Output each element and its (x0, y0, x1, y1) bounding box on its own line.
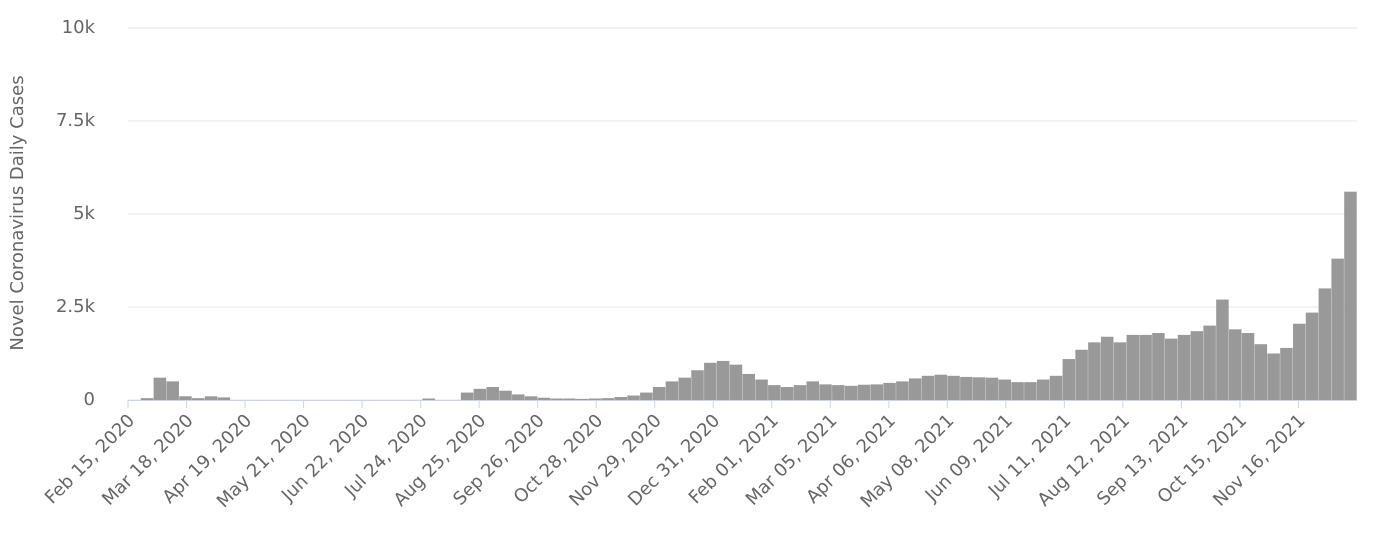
bar (1164, 338, 1178, 400)
bar (678, 377, 691, 400)
bar (1305, 312, 1319, 400)
y-tick-label: 5k (73, 203, 95, 224)
bar (537, 397, 551, 400)
bar (1331, 258, 1344, 400)
bar (1241, 333, 1255, 400)
bar (1139, 334, 1152, 400)
bar (588, 398, 602, 400)
bar (921, 375, 935, 400)
bar (1075, 349, 1088, 400)
bar (601, 398, 615, 400)
bar (793, 385, 807, 400)
y-tick-label: 7.5k (56, 110, 96, 131)
bar (1062, 359, 1076, 400)
bar (140, 398, 154, 400)
bar (576, 398, 589, 400)
bar (742, 373, 756, 400)
y-tick-label: 10k (62, 17, 96, 38)
bar (486, 386, 499, 400)
bar (870, 384, 884, 400)
bar (947, 375, 960, 400)
bar (1049, 375, 1063, 400)
bar (729, 364, 743, 400)
bar (563, 398, 576, 400)
bar (627, 395, 640, 400)
bar (460, 392, 474, 400)
bar (780, 386, 794, 400)
bar (716, 360, 730, 400)
bar (1318, 288, 1332, 400)
bar (704, 362, 717, 400)
bar (204, 396, 218, 400)
bar (1024, 382, 1037, 400)
bar (1228, 329, 1242, 400)
bar (908, 378, 922, 400)
bar (192, 398, 205, 400)
bar (499, 390, 512, 400)
bar (665, 381, 679, 400)
y-tick-label: 0 (84, 389, 95, 410)
bar (652, 386, 666, 400)
bar (614, 397, 627, 400)
bar (806, 381, 820, 400)
bar (1152, 333, 1165, 400)
bar (883, 382, 896, 400)
bar (934, 374, 948, 400)
bar (179, 396, 192, 400)
y-tick-label: 2.5k (56, 296, 96, 317)
bar (1216, 299, 1229, 400)
bar (550, 398, 563, 400)
bar (1100, 336, 1114, 400)
bar (1177, 334, 1191, 400)
bar (1011, 382, 1024, 400)
bar (524, 396, 538, 400)
bar (768, 385, 781, 400)
bar (972, 377, 986, 400)
bar (153, 377, 167, 400)
bar (166, 381, 179, 400)
bar (512, 394, 525, 400)
bar (1126, 334, 1140, 400)
bar (691, 370, 704, 400)
bar (819, 384, 832, 400)
bar (1190, 331, 1204, 400)
bar (755, 379, 768, 400)
bar (473, 388, 487, 400)
bar (1088, 342, 1101, 400)
bar (857, 384, 871, 400)
bar (832, 385, 845, 400)
bar (998, 379, 1012, 400)
bar (896, 381, 909, 400)
bar (1036, 379, 1050, 400)
bar (422, 398, 435, 400)
bar (985, 377, 999, 400)
bar (960, 376, 973, 400)
bar (1292, 323, 1306, 400)
bar (217, 397, 231, 400)
bar (1280, 347, 1293, 400)
bar (844, 385, 858, 400)
bar (1254, 344, 1268, 400)
bar (1344, 191, 1357, 400)
bar (640, 392, 653, 400)
bar (1203, 325, 1216, 400)
y-axis-label: Novel Coronavirus Daily Cases (7, 75, 28, 350)
bar (1267, 353, 1280, 400)
bar (1113, 342, 1127, 400)
